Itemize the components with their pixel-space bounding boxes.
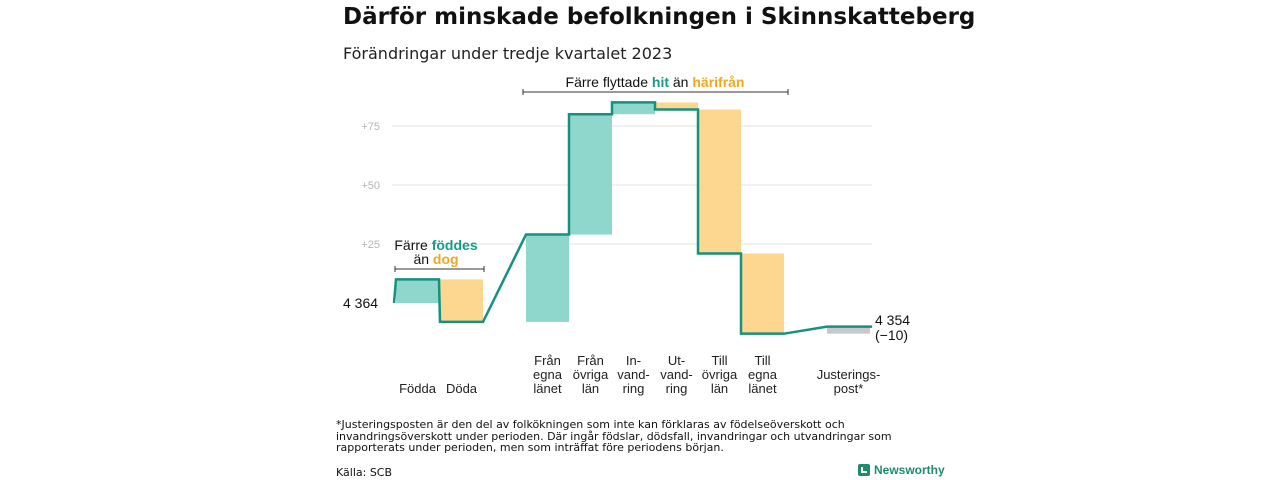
bar-5: [655, 102, 698, 110]
brand-logo: Newsworthy: [858, 463, 945, 477]
level-line: [392, 101, 872, 335]
bar-6: [698, 109, 741, 254]
category-label-4: In-vand-ring: [617, 353, 650, 396]
bar-0: [396, 279, 439, 303]
category-label-0: Födda: [399, 381, 437, 396]
chart-title: Därför minskade befolkningen i Skinnskat…: [343, 4, 976, 30]
end-change-label: (−10): [875, 327, 908, 343]
category-label-7: Till egna länet: [748, 353, 778, 396]
brand-name: Newsworthy: [874, 463, 945, 477]
bar-4: [612, 102, 655, 115]
footnote: *Justeringsposten är den del av folkökni…: [336, 418, 892, 454]
category-label-8: Justerings-post*: [817, 367, 881, 396]
category-label-6: Till övriga län: [702, 353, 738, 396]
category-label-3: Från övriga län: [573, 353, 609, 396]
chart-subtitle: Förändringar under tredje kvartalet 2023: [343, 44, 673, 63]
bar-3: [569, 114, 612, 235]
bar-2: [526, 234, 569, 322]
end-value-label: 4 354: [875, 312, 910, 328]
category-label-5: Ut-vand-ring: [660, 353, 693, 396]
start-value-label: 4 364: [343, 295, 378, 311]
source-label: Källa: SCB: [336, 466, 393, 479]
bar-1: [440, 279, 483, 322]
y-tick-label-0: +25: [361, 239, 380, 251]
category-label-2: Från egna länet: [533, 353, 563, 396]
annotation-births-deaths-line2: än dog: [413, 251, 458, 267]
y-tick-label-1: +50: [361, 180, 380, 192]
annotation-births-deaths-line1: Färre föddes: [394, 237, 477, 253]
annotation-migration: Färre flyttade hit än härifrån: [566, 74, 745, 90]
bar-7: [741, 253, 784, 334]
newsworthy-icon: [858, 464, 870, 476]
category-label-1: Döda: [446, 381, 478, 396]
bar-8: [827, 326, 870, 334]
y-tick-label-2: +75: [361, 121, 380, 133]
